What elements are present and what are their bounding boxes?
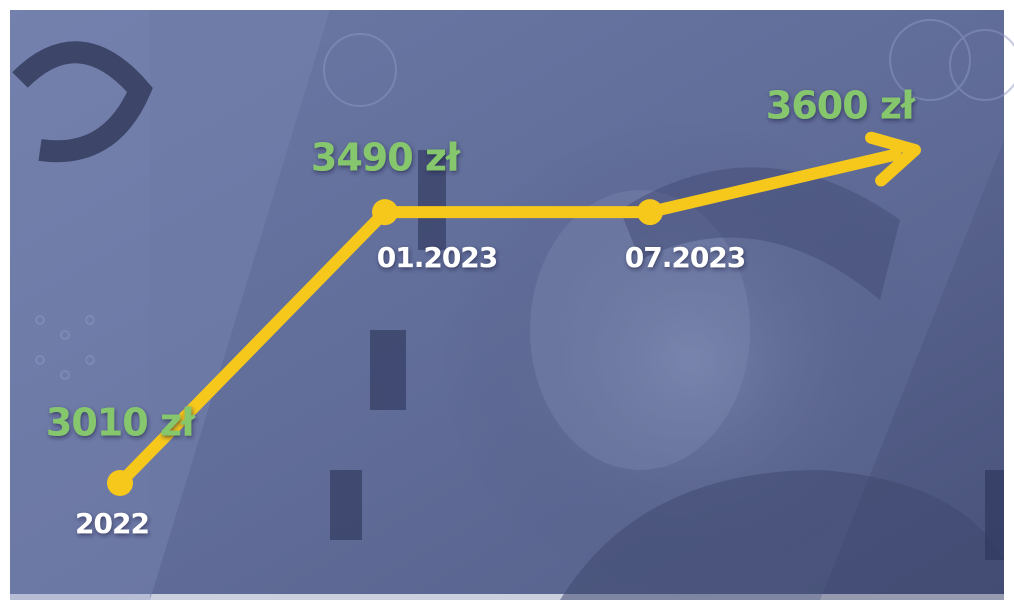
value-label: 3490 zł (311, 136, 461, 180)
point (107, 470, 133, 496)
category-label: 2022 (75, 507, 149, 540)
page: 3010 zł20223490 zł01.202307.20233600 zł … (0, 0, 1014, 604)
value-label: 3600 zł (766, 84, 916, 128)
point (372, 199, 398, 225)
value-label: 3010 zł (46, 401, 196, 445)
chart: 3010 zł 2022 3490 zł 01.2023 07.2023 3600 zł (0, 0, 1014, 604)
category-label: 07.2023 (625, 241, 746, 274)
category-label: 01.2023 (377, 241, 498, 274)
point (637, 199, 663, 225)
